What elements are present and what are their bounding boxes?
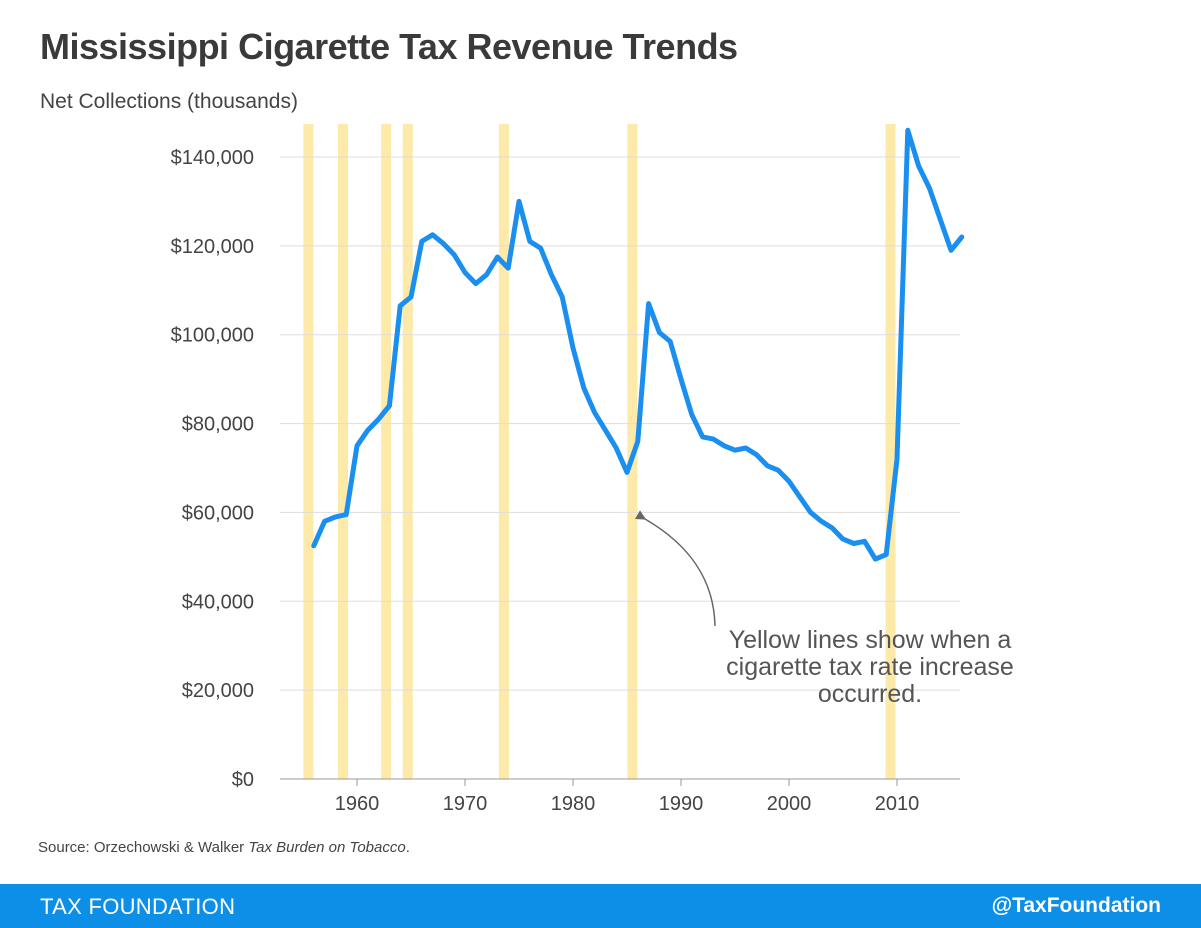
source-note: Source: Orzechowski & Walker Tax Burden … xyxy=(38,839,410,856)
y-tick-label: $80,000 xyxy=(182,414,254,436)
y-tick-label: $60,000 xyxy=(182,502,254,524)
annotation-arrow xyxy=(634,510,716,627)
tax-increase-band xyxy=(337,124,348,779)
y-axis-ticks: $0 $20,000 $40,000 $60,000 $80,000 $100,000 $1… xyxy=(171,147,254,791)
y-axis-label: Net Collections (thousands) xyxy=(40,90,298,113)
tax-increase-band xyxy=(498,124,509,779)
y-tick-label: $120,000 xyxy=(171,236,254,258)
y-tick-label: $100,000 xyxy=(171,325,254,347)
y-tick-label: $0 xyxy=(232,769,254,791)
x-tick-label: 1970 xyxy=(443,793,488,815)
revenue-line xyxy=(311,127,965,562)
source-prefix: Source: Orzechowski & Walker xyxy=(38,839,249,856)
tax-increase-band xyxy=(303,124,314,779)
x-tick-label: 2000 xyxy=(767,793,812,815)
y-tick-label: $20,000 xyxy=(182,680,254,702)
x-tick-label: 1980 xyxy=(551,793,596,815)
x-axis-ticks: 1960 1970 1980 1990 2000 2010 xyxy=(335,779,920,815)
series-lines xyxy=(311,127,965,562)
y-tick-label: $140,000 xyxy=(171,147,254,169)
x-tick-label: 1960 xyxy=(335,793,380,815)
tax-increase-band xyxy=(381,124,392,779)
y-tick-label: $40,000 xyxy=(182,591,254,613)
grid-lines xyxy=(280,156,960,780)
footer-brand: TAX FOUNDATION xyxy=(40,894,236,919)
x-tick-label: 1990 xyxy=(659,793,704,815)
footer-bar: TAX FOUNDATION @TaxFoundation xyxy=(0,884,1201,928)
source-publication: Tax Burden on Tobacco xyxy=(248,839,406,856)
tax-increase-band xyxy=(885,124,896,779)
annotation-text: cigarette tax rate increase xyxy=(726,653,1014,681)
chart-title: Mississippi Cigarette Tax Revenue Trends xyxy=(40,26,738,67)
x-tick-label: 2010 xyxy=(875,793,920,815)
source-suffix: . xyxy=(405,839,410,856)
footer-handle[interactable]: @TaxFoundation xyxy=(991,894,1161,917)
chart: $0 $20,000 $40,000 $60,000 $80,000 $100,000 $1… xyxy=(171,124,1014,815)
annotation-text: occurred. xyxy=(818,680,922,708)
annotation-text: Yellow lines show when a xyxy=(729,626,1012,654)
tax-increase-band xyxy=(402,124,413,779)
